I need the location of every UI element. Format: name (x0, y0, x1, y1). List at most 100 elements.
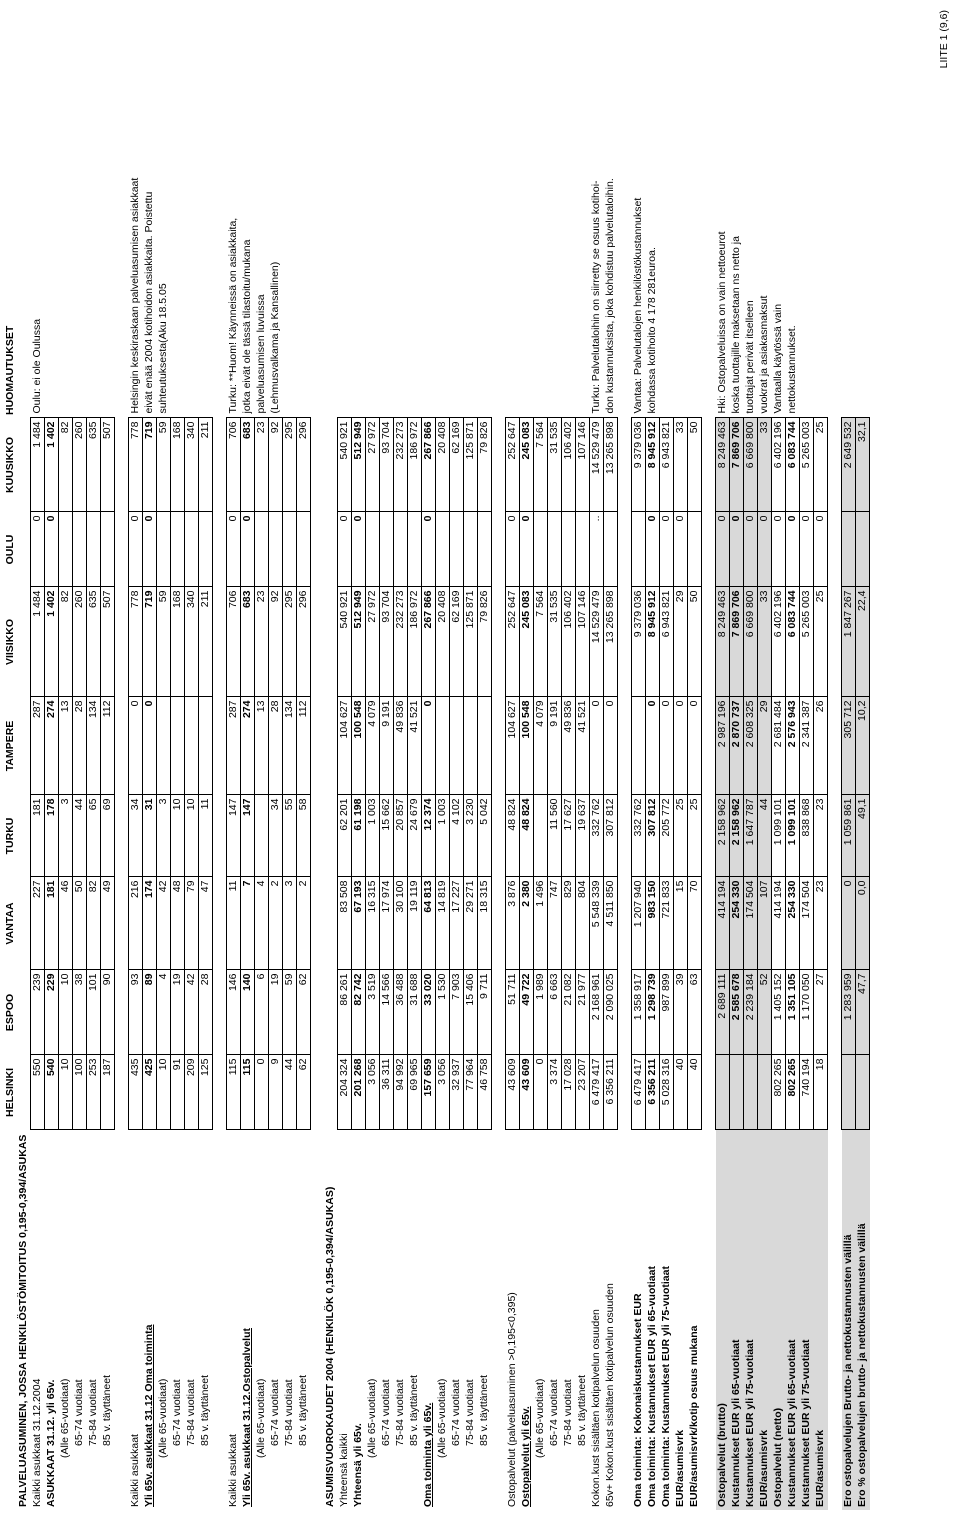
value-cell: 92 (268, 587, 283, 697)
value-cell (743, 1055, 758, 1130)
value-cell (729, 1055, 744, 1130)
note-cell (660, 18, 674, 418)
value-cell: 20 857 (393, 795, 408, 877)
value-cell: 13 265 898 (603, 587, 618, 697)
table-row: Ostopalvelut (brutto) 2 689 111 414 194 2 1… (715, 18, 730, 1510)
value-cell: 5 028 316 (659, 1055, 674, 1130)
value-cell: 10 (58, 1055, 73, 1130)
value-cell: 747 (547, 877, 562, 970)
value-cell: 69 (100, 795, 115, 877)
table-row: Ostopalvelut (netto) 802 265 1 405 152 414 … (771, 18, 786, 1510)
value-cell: 101 (86, 970, 101, 1055)
value-cell (715, 1055, 730, 1130)
value-cell: 34 (268, 795, 283, 877)
value-cell: 0 (142, 512, 157, 587)
value-cell: 13 (254, 697, 269, 795)
value-cell: 9 711 (477, 970, 492, 1055)
table-row: 75-84 vuotiaat 253 101 82 65 134 635 635 (86, 18, 101, 1510)
row-label: 75-84 vuotiaat (283, 1379, 295, 1446)
value-cell: 147 (226, 795, 241, 877)
column-header: TURKU (4, 817, 16, 855)
spacer-row (618, 18, 632, 1510)
value-cell (449, 512, 464, 587)
value-cell: 125 871 (463, 587, 478, 697)
value-cell: 52 (757, 970, 772, 1055)
value-cell: 82 (58, 418, 73, 512)
value-cell: 635 (86, 418, 101, 512)
value-cell: 0 (421, 697, 436, 795)
value-cell: 232 273 (393, 587, 408, 697)
value-cell: 31 535 (547, 418, 562, 512)
row-label: Kaikki asukkaat 31.12.2004 (31, 1378, 43, 1507)
value-cell: 27 (813, 970, 828, 1055)
value-cell: 48 824 (519, 795, 534, 877)
row-label: EUR/asumisvrk (757, 1130, 772, 1510)
table-row: Ostopalvelut (palveluasuminen >0,195<0,3… (505, 18, 520, 1510)
value-cell: 2 681 484 (771, 697, 786, 795)
value-cell: 33 020 (421, 970, 436, 1055)
note-cell (171, 18, 185, 418)
value-cell: 44 (757, 795, 772, 877)
row-label: 85 v. täyttäneet (297, 1374, 309, 1446)
value-cell: 267 866 (421, 587, 436, 697)
row-label: Kustannukset EUR yli 65-vuotiaat (785, 1130, 800, 1510)
table-row: Ostopalvelut yli 65v. 43 609 49 722 2 380 48… (519, 18, 534, 1510)
value-cell: 62 (296, 1055, 311, 1130)
value-cell: 55 (282, 795, 297, 877)
value-cell: 178 (44, 795, 59, 877)
value-cell: 5 265 003 (799, 418, 814, 512)
value-cell: 29 (757, 697, 772, 795)
value-cell: 1 405 152 (771, 970, 786, 1055)
value-cell: 49 (100, 877, 115, 970)
note-cell (534, 18, 548, 418)
row-label: 65v+ Kokon.kust sisältäen kotipalvelun o… (604, 1283, 616, 1507)
value-cell: 1 207 940 (631, 877, 646, 970)
value-cell: 295 (282, 418, 297, 512)
value-cell: 25 (813, 587, 828, 697)
value-cell: 174 504 (799, 877, 814, 970)
value-cell: 0 (505, 512, 520, 587)
value-cell: 2 (296, 877, 311, 970)
value-cell (254, 512, 269, 587)
value-cell: 6 663 (547, 970, 562, 1055)
table-row: Yli 65v. asukkaat 31.12 Oma toiminta 425 8… (142, 18, 157, 1510)
value-cell (603, 512, 618, 587)
value-cell: 740 194 (799, 1055, 814, 1130)
value-cell: 9 191 (547, 697, 562, 795)
column-header: VIISIKKO (4, 618, 16, 666)
value-cell: 307 812 (603, 795, 618, 877)
note-cell (297, 18, 311, 418)
value-cell: 28 (198, 970, 213, 1055)
value-cell: 209 (184, 1055, 199, 1130)
value-cell: 0 (771, 512, 786, 587)
value-cell: 14 529 479 (589, 587, 604, 697)
value-cell: 77 964 (463, 1055, 478, 1130)
note-cell (800, 18, 814, 418)
value-cell: 25 (813, 418, 828, 512)
value-cell: 0 (533, 1055, 548, 1130)
value-cell: 540 921 (337, 418, 352, 512)
table-row: 75-84 vuotiaat 17 028 21 082 829 17 627 49 83… (561, 18, 576, 1510)
value-cell: 20 408 (435, 587, 450, 697)
value-cell (533, 795, 548, 877)
data-table: HELSINKI ESPOO VANTAA TURKU TAMPERE VIISIKKO O… (4, 18, 870, 1510)
value-cell: 6 083 744 (785, 587, 800, 697)
column-header: KUUSIKKO (4, 437, 16, 494)
value-cell (254, 795, 269, 877)
value-cell: 1 530 (435, 970, 450, 1055)
note-cell (464, 18, 478, 418)
value-cell (156, 697, 171, 795)
value-cell: 100 548 (519, 697, 534, 795)
value-cell: 0 (589, 697, 604, 795)
value-cell (463, 697, 478, 795)
value-cell: 7 869 706 (729, 587, 744, 697)
value-cell: 24 679 (407, 795, 422, 877)
table-row: (Alle 65-vuotiaat) 3 056 1 530 14 819 1 003 2… (435, 18, 450, 1510)
value-cell: 21 082 (561, 970, 576, 1055)
value-cell (100, 512, 115, 587)
value-cell: 2 (268, 877, 283, 970)
note-cell: nettokustannukset. (786, 325, 798, 414)
value-cell: 0 (30, 512, 45, 587)
value-cell: 13 265 898 (603, 418, 618, 512)
value-cell: 0 (757, 512, 772, 587)
